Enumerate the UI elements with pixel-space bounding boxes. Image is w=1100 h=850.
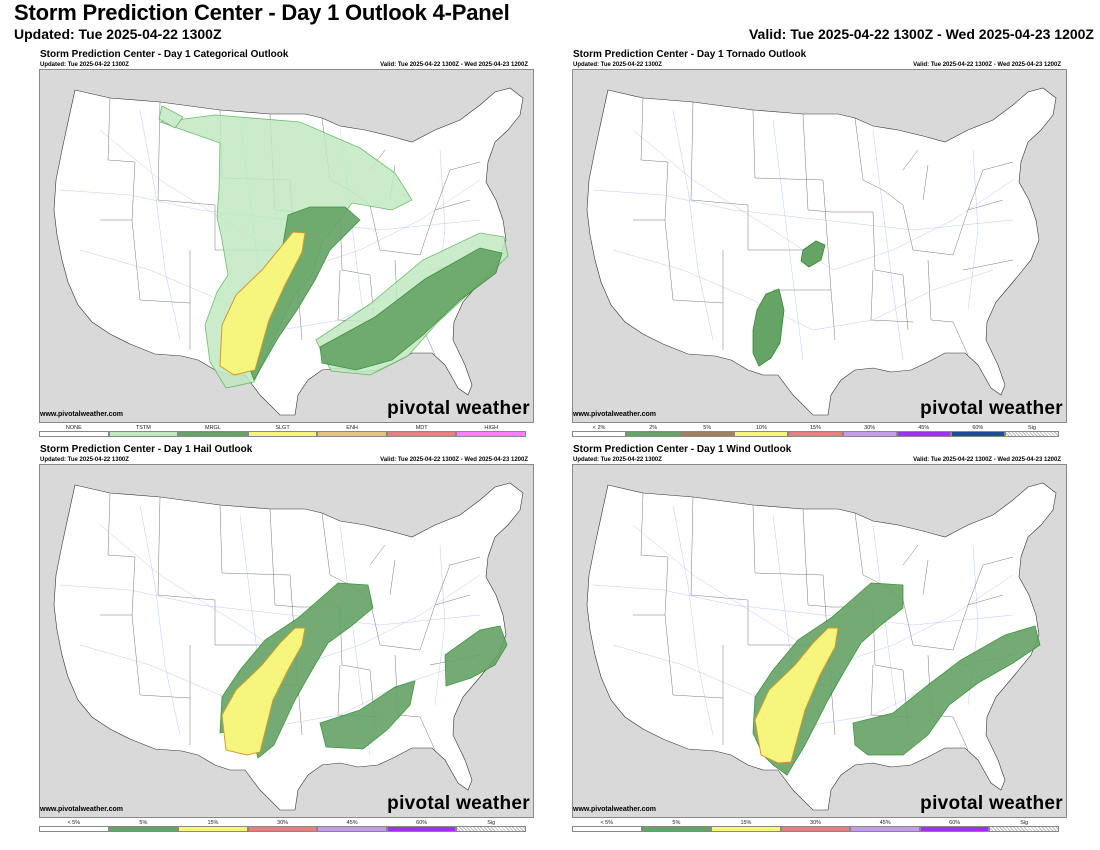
panel-title: Storm Prediction Center - Day 1 Tornado …: [573, 49, 807, 60]
brand-logo: pivotal weather: [387, 793, 530, 814]
panel-updated: Updated: Tue 2025-04-22 1300Z: [40, 457, 129, 463]
panel-title: Storm Prediction Center - Day 1 Categori…: [40, 49, 289, 60]
hail-outlook-map[interactable]: [39, 464, 534, 818]
site-url: www.pivotalweather.com: [40, 806, 123, 813]
legend-item: NONE: [39, 425, 109, 437]
panel-title: Storm Prediction Center - Day 1 Hail Out…: [40, 444, 253, 455]
site-url: www.pivotalweather.com: [573, 806, 656, 813]
panel-valid: Valid: Tue 2025-04-22 1300Z - Wed 2025-0…: [380, 457, 528, 463]
legend-item: 15%: [788, 425, 843, 437]
tornado-2pct-area: [752, 240, 826, 367]
wind-15pct-area: [754, 627, 839, 764]
panel-valid: Valid: Tue 2025-04-22 1300Z - Wed 2025-0…: [913, 457, 1061, 463]
legend-item: < 5%: [39, 820, 109, 832]
hail-15pct-area: [221, 627, 306, 756]
legend-item: < 5%: [572, 820, 642, 832]
site-url: www.pivotalweather.com: [573, 411, 656, 418]
panel-updated: Updated: Tue 2025-04-22 1300Z: [40, 62, 129, 68]
legend-item: 60%: [950, 425, 1005, 437]
slgt-area: [219, 231, 306, 376]
categorical-outlook-panel: Storm Prediction Center - Day 1 Categori…: [36, 49, 534, 438]
legend-item: < 2%: [572, 425, 627, 437]
legend-item: 30%: [247, 820, 318, 832]
legend-item: 30%: [842, 425, 897, 437]
tornado-outlook-map[interactable]: [572, 69, 1067, 423]
legend-item: MRGL: [178, 425, 248, 437]
legend-item: 5%: [680, 425, 735, 437]
brand-logo: pivotal weather: [920, 793, 1063, 814]
legend-item: SLGT: [247, 425, 318, 437]
legend-item: 45%: [896, 425, 951, 437]
brand-logo: pivotal weather: [387, 398, 530, 419]
tornado-legend: < 2% 2% 5% 10% 15% 30% 45% 60% Sig: [572, 425, 1059, 437]
legend-item: 45%: [317, 820, 387, 832]
wind-legend: < 5% 5% 15% 30% 45% 60% Sig: [572, 820, 1060, 832]
legend-item: HIGH: [456, 425, 527, 437]
brand-logo: pivotal weather: [920, 398, 1063, 419]
legend-item: MDT: [386, 425, 457, 437]
legend-item: Sig: [989, 820, 1060, 832]
legend-item: 60%: [386, 820, 457, 832]
legend-item: 15%: [711, 820, 781, 832]
panel-title: Storm Prediction Center - Day 1 Wind Out…: [573, 444, 792, 455]
legend-item: 10%: [734, 425, 789, 437]
legend-item: TSTM: [108, 425, 179, 437]
hail-legend: < 5% 5% 15% 30% 45% 60% Sig: [39, 820, 527, 832]
panel-updated: Updated: Tue 2025-04-22 1300Z: [573, 62, 662, 68]
updated-time: Updated: Tue 2025-04-22 1300Z: [14, 26, 222, 42]
wind-outlook-panel: Storm Prediction Center - Day 1 Wind Out…: [569, 444, 1067, 833]
page-title: Storm Prediction Center - Day 1 Outlook …: [14, 0, 510, 25]
legend-item: 30%: [780, 820, 851, 832]
valid-period: Valid: Tue 2025-04-22 1300Z - Wed 2025-0…: [748, 26, 1094, 42]
legend-item: Sig: [456, 820, 527, 832]
site-url: www.pivotalweather.com: [40, 411, 123, 418]
legend-item: 15%: [178, 820, 248, 832]
categorical-legend: NONE TSTM MRGL SLGT ENH MDT HIGH: [39, 425, 527, 437]
legend-item: 2%: [626, 425, 681, 437]
panel-valid: Valid: Tue 2025-04-22 1300Z - Wed 2025-0…: [380, 62, 528, 68]
legend-item: ENH: [317, 425, 387, 437]
legend-item: Sig: [1004, 425, 1059, 437]
hail-outlook-panel: Storm Prediction Center - Day 1 Hail Out…: [36, 444, 534, 833]
legend-item: 45%: [850, 820, 920, 832]
tornado-outlook-panel: Storm Prediction Center - Day 1 Tornado …: [569, 49, 1067, 438]
categorical-outlook-map[interactable]: [39, 69, 534, 423]
legend-item: 5%: [108, 820, 179, 832]
wind-outlook-map[interactable]: [572, 464, 1067, 818]
legend-item: 60%: [919, 820, 990, 832]
panel-updated: Updated: Tue 2025-04-22 1300Z: [573, 457, 662, 463]
legend-item: 5%: [641, 820, 712, 832]
panel-valid: Valid: Tue 2025-04-22 1300Z - Wed 2025-0…: [913, 62, 1061, 68]
